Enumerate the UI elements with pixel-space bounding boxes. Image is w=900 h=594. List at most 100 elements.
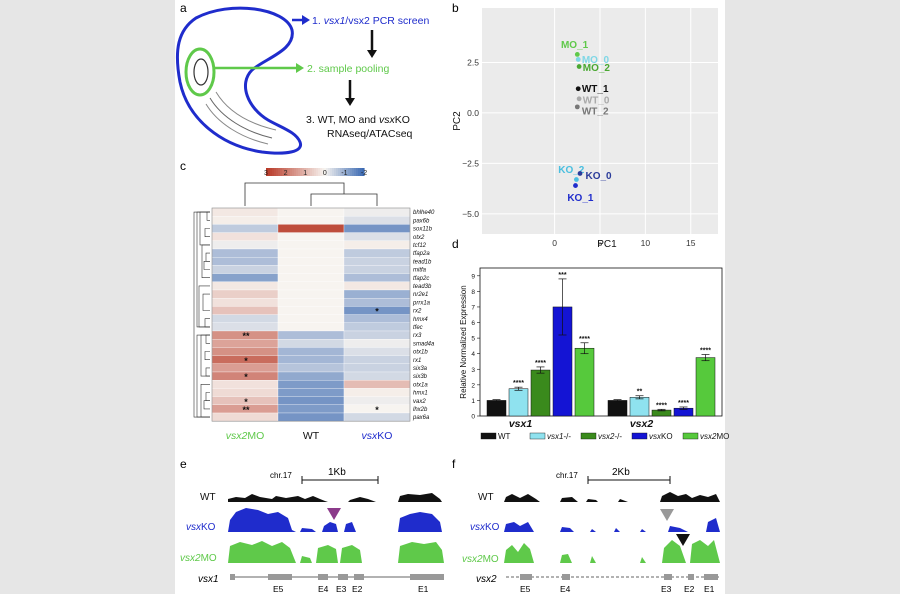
- arrowhead-e-purple: [327, 508, 341, 520]
- heatmap-cell: [211, 281, 279, 291]
- heatmap-cell: [343, 347, 411, 356]
- track-e-mo: [228, 541, 444, 563]
- pca-point: [574, 104, 580, 110]
- genome-tracks-vsx1: chr.17 1Kb WT vsxKO vsx2MO vsx1 E5 E4 E3…: [180, 467, 444, 594]
- heatmap-cell: [343, 363, 411, 373]
- heatmap-cell: [277, 298, 345, 307]
- bar-significance: ****: [535, 360, 546, 367]
- heatmap-cell: [277, 248, 345, 258]
- pca-ytick-label: 0.0: [467, 108, 479, 118]
- bar-ytick-label: 0: [471, 414, 475, 421]
- heatmap-cell: [277, 363, 345, 373]
- pca-point-label: WT_0: [583, 95, 610, 106]
- heatmap-cell: [277, 330, 345, 340]
- heatmap-column-gene: vsx2: [226, 430, 248, 442]
- heatmap-legend-swatch: [312, 168, 315, 176]
- exon-f-E1: [704, 574, 718, 580]
- heatmap-cell: [211, 298, 279, 307]
- lens: [193, 58, 209, 86]
- heatmap-legend-swatch: [314, 168, 317, 176]
- heatmap-legend-swatch: [332, 168, 335, 176]
- heatmap-legend-swatch: [294, 168, 297, 176]
- heatmap-cell: [277, 257, 345, 266]
- heatmap-legend-swatch: [362, 168, 365, 176]
- heatmap-row-label: tead3b: [413, 284, 432, 290]
- exon-f-E2: [688, 574, 694, 580]
- bar-group-label: vsx2: [630, 418, 654, 430]
- heatmap-cell: [343, 322, 411, 332]
- heatmap-cell: [343, 355, 411, 364]
- heatmap-legend-swatch: [298, 168, 301, 176]
- heatmap-legend-tick: 2: [284, 170, 288, 177]
- panel-label-a: a: [180, 1, 187, 15]
- heatmap-column-label: vsxKO: [362, 430, 393, 442]
- exon-f-E3: [664, 574, 672, 580]
- bar-legend-swatch: [580, 432, 597, 440]
- heatmap-column-gene: vsx: [362, 430, 379, 442]
- bar-ytick-label: 2: [471, 382, 475, 389]
- bar: [530, 369, 551, 417]
- heatmap-legend-swatch: [322, 168, 325, 176]
- gene-label-e: vsx1: [198, 574, 219, 585]
- exon-label-e-E5: E5: [273, 584, 284, 594]
- heatmap-significance: **: [242, 405, 250, 415]
- pca-point: [573, 183, 578, 188]
- exon-e-E1: [410, 574, 444, 580]
- heatmap-cell: [343, 298, 411, 307]
- heatmap-legend-swatch: [342, 168, 345, 176]
- pca-ytick-label: 2.5: [467, 57, 479, 67]
- track-e-wt: [228, 493, 442, 502]
- heatmap-cell: [343, 232, 411, 241]
- bar-ytick-label: 1: [471, 398, 475, 405]
- heatmap-row-label: prrx1a: [412, 300, 431, 306]
- heatmap-cell: [343, 330, 411, 340]
- heatmap-legend-swatch: [350, 168, 353, 176]
- bar-legend-swatch: [480, 432, 497, 440]
- heatmap-row-label: tfap2c: [413, 276, 429, 282]
- bar-ytick-label: 3: [471, 367, 475, 374]
- heatmap-row-label: six3b: [413, 374, 428, 380]
- pcr-arrow-head: [302, 15, 310, 25]
- bar-legend-label: vsx2MO: [700, 432, 729, 441]
- track-label-e-wt: WT: [200, 492, 216, 503]
- heatmap-legend-swatch: [304, 168, 307, 176]
- bar-significance: ***: [558, 272, 566, 279]
- heatmap-row-label: six3a: [413, 366, 428, 372]
- heatmap-significance: **: [242, 331, 250, 341]
- heatmap-border: [211, 207, 411, 422]
- heatmap-column-suffix: WT: [303, 430, 320, 442]
- heatmap-cell: [277, 224, 345, 233]
- pca-point: [576, 64, 582, 69]
- heatmap-cell: [211, 314, 279, 323]
- heatmap-cell: [277, 339, 345, 348]
- heatmap-row-label: bhlhe40: [413, 210, 435, 216]
- embryo-outline: [175, 6, 302, 155]
- track-label-f-mo: vsx2MO: [462, 554, 499, 565]
- pca-point-label: WT_2: [582, 106, 609, 117]
- heatmap-row-label: hmx4: [413, 317, 428, 323]
- bar: [486, 400, 507, 417]
- heatmap-legend-swatch: [358, 168, 361, 176]
- utr-e-1: [230, 574, 235, 580]
- pca-point-label: WT_1: [582, 84, 609, 95]
- heatmap-legend-swatch: [330, 168, 333, 176]
- heatmap-cell: [277, 289, 345, 299]
- pooling-arrow-head: [296, 63, 304, 73]
- heatmap-row-label: sox11b: [413, 227, 433, 233]
- pca-point-label: MO_2: [583, 63, 611, 74]
- heatmap-row-dendro: [204, 228, 210, 237]
- exon-e-E2: [354, 574, 364, 580]
- heatmap-cell: [343, 388, 411, 397]
- exon-label-f-E1: E1: [704, 584, 715, 594]
- bar-legend-gene: vsx: [649, 432, 662, 441]
- heatmap-cell: [343, 240, 411, 250]
- pca-xtick-label: 0: [552, 238, 557, 248]
- bar-ytick-label: 5: [471, 336, 475, 343]
- step3-line2: RNAseq/ATACseq: [327, 128, 413, 140]
- heatmap-legend-swatch: [270, 168, 273, 176]
- heatmap-cell: [211, 240, 279, 250]
- heatmap-row-dendro: [203, 400, 210, 410]
- right-margin: [725, 0, 900, 594]
- bar-legend-suffix: MO: [716, 432, 729, 441]
- heatmap-legend-swatch: [300, 168, 303, 176]
